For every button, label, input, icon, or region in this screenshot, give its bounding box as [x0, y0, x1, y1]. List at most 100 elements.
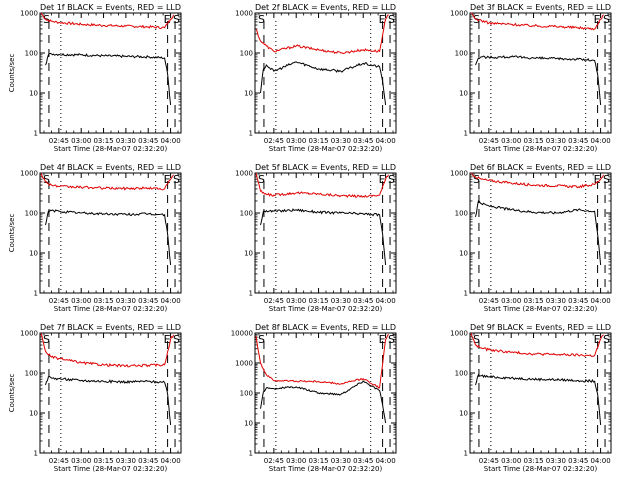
start-marker: S: [258, 333, 265, 346]
end-marker: E: [164, 333, 171, 346]
x-tick-label: 04:00: [375, 457, 395, 465]
plot-frame: [254, 12, 397, 134]
events-rate-line: [475, 373, 602, 426]
start-marker: S: [388, 333, 395, 346]
start-marker: S: [43, 173, 50, 186]
y-tick-label: 10000: [231, 330, 253, 338]
y-tick-label: 10: [29, 90, 38, 98]
start-marker: S: [258, 173, 265, 186]
panel-title: Det 4f BLACK = Events, RED = LLD: [40, 163, 181, 172]
x-tick-label: 04:00: [160, 457, 180, 465]
x-tick-label: 03:45: [138, 457, 158, 465]
plot-frame: [469, 172, 612, 294]
plot-frame: [254, 172, 397, 294]
x-tick-label: 02:45: [49, 457, 69, 465]
lld-rate-line: [470, 12, 604, 31]
x-tick-label: 03:45: [353, 297, 373, 305]
start-marker: S: [173, 173, 180, 186]
x-axis-label: Start Time (28-Mar-07 02:32:20): [484, 465, 598, 473]
y-tick-label: 10: [244, 90, 253, 98]
x-tick-label: 02:45: [264, 457, 284, 465]
x-tick-label: 03:15: [93, 457, 113, 465]
detector-panel-7: Det 7f BLACK = Events, RED = LLD 1 10 100 10…: [8, 323, 182, 473]
x-tick-label: 03:00: [71, 297, 91, 305]
x-tick-label: 02:45: [479, 297, 499, 305]
y-tick-label: 1000: [20, 10, 38, 18]
x-axis-label: Start Time (28-Mar-07 02:32:20): [54, 305, 168, 313]
detector-panel-3: Det 3f BLACK = Events, RED = LLD 1 10 100 10…: [450, 3, 612, 153]
x-tick-label: 03:15: [93, 137, 113, 145]
x-tick-label: 03:45: [138, 297, 158, 305]
x-tick-label: 03:45: [138, 137, 158, 145]
x-tick-label: 03:00: [286, 457, 306, 465]
panel-title: Det 1f BLACK = Events, RED = LLD: [40, 3, 181, 12]
plot-frame: [39, 172, 182, 294]
panel-title: Det 8f BLACK = Events, RED = LLD: [255, 323, 396, 332]
x-tick-label: 04:00: [590, 137, 610, 145]
detector-panel-9: Det 9f BLACK = Events, RED = LLD 1 10 100 10…: [450, 323, 612, 473]
y-tick-label: 1000: [235, 360, 253, 368]
x-tick-label: 03:30: [116, 137, 136, 145]
x-tick-label: 04:00: [160, 137, 180, 145]
y-tick-label: 1: [464, 130, 468, 138]
y-tick-label: 1: [249, 290, 253, 298]
panel-title: Det 9f BLACK = Events, RED = LLD: [470, 323, 611, 332]
x-tick-label: 03:45: [568, 297, 588, 305]
end-marker: E: [164, 173, 171, 186]
y-tick-label: 1000: [235, 170, 253, 178]
x-axis-label: Start Time (28-Mar-07 02:32:20): [484, 145, 598, 153]
x-tick-label: 03:15: [523, 457, 543, 465]
x-tick-label: 02:45: [479, 137, 499, 145]
plot-frame: [39, 12, 182, 134]
x-tick-label: 03:30: [116, 457, 136, 465]
y-tick-label: 1000: [450, 330, 468, 338]
y-tick-label: 10: [29, 250, 38, 258]
y-tick-label: 1000: [20, 330, 38, 338]
start-marker: S: [258, 13, 265, 26]
detector-panel-8: Det 8f BLACK = Events, RED = LLD 1 10 100 10…: [231, 323, 397, 473]
y-tick-label: 100: [240, 50, 253, 58]
x-axis-label: Start Time (28-Mar-07 02:32:20): [269, 305, 383, 313]
detector-panel-6: Det 6f BLACK = Events, RED = LLD 1 10 100 10…: [450, 163, 612, 313]
x-tick-label: 02:45: [49, 297, 69, 305]
start-marker: S: [388, 173, 395, 186]
y-tick-label: 100: [455, 370, 468, 378]
end-marker: E: [594, 173, 601, 186]
x-tick-label: 03:45: [568, 457, 588, 465]
x-tick-label: 03:15: [308, 297, 328, 305]
panel-title: Det 5f BLACK = Events, RED = LLD: [255, 163, 396, 172]
panel-title: Det 7f BLACK = Events, RED = LLD: [40, 323, 181, 332]
x-tick-label: 03:15: [308, 137, 328, 145]
x-tick-label: 03:30: [546, 457, 566, 465]
x-tick-label: 03:30: [331, 457, 351, 465]
y-tick-label: 1: [464, 290, 468, 298]
plot-frame: [469, 12, 612, 134]
y-tick-label: 100: [455, 50, 468, 58]
y-tick-label: 10: [459, 410, 468, 418]
x-tick-label: 03:00: [501, 297, 521, 305]
x-tick-label: 03:00: [71, 457, 91, 465]
x-tick-label: 03:00: [71, 137, 91, 145]
x-tick-label: 03:30: [546, 137, 566, 145]
y-tick-label: 1: [34, 450, 38, 458]
x-tick-label: 03:30: [331, 137, 351, 145]
events-rate-line: [260, 61, 387, 106]
x-tick-label: 04:00: [160, 297, 180, 305]
start-marker: S: [473, 173, 480, 186]
detector-panel-5: Det 5f BLACK = Events, RED = LLD 1 10 100 10…: [235, 163, 397, 313]
x-axis-label: Start Time (28-Mar-07 02:32:20): [54, 465, 168, 473]
x-tick-label: 02:45: [479, 457, 499, 465]
x-tick-label: 03:45: [353, 137, 373, 145]
lld-rate-line: [40, 332, 175, 368]
panel-title: Det 6f BLACK = Events, RED = LLD: [470, 163, 611, 172]
detector-panel-2: Det 2f BLACK = Events, RED = LLD 1 10 100 10…: [235, 3, 397, 153]
start-marker: S: [388, 13, 395, 26]
end-marker: E: [594, 333, 601, 346]
start-marker: S: [603, 13, 610, 26]
end-marker: E: [379, 173, 386, 186]
y-tick-label: 10: [459, 90, 468, 98]
x-tick-label: 04:00: [590, 297, 610, 305]
y-tick-label: 10: [459, 250, 468, 258]
x-tick-label: 04:00: [590, 457, 610, 465]
y-tick-label: 100: [25, 210, 38, 218]
